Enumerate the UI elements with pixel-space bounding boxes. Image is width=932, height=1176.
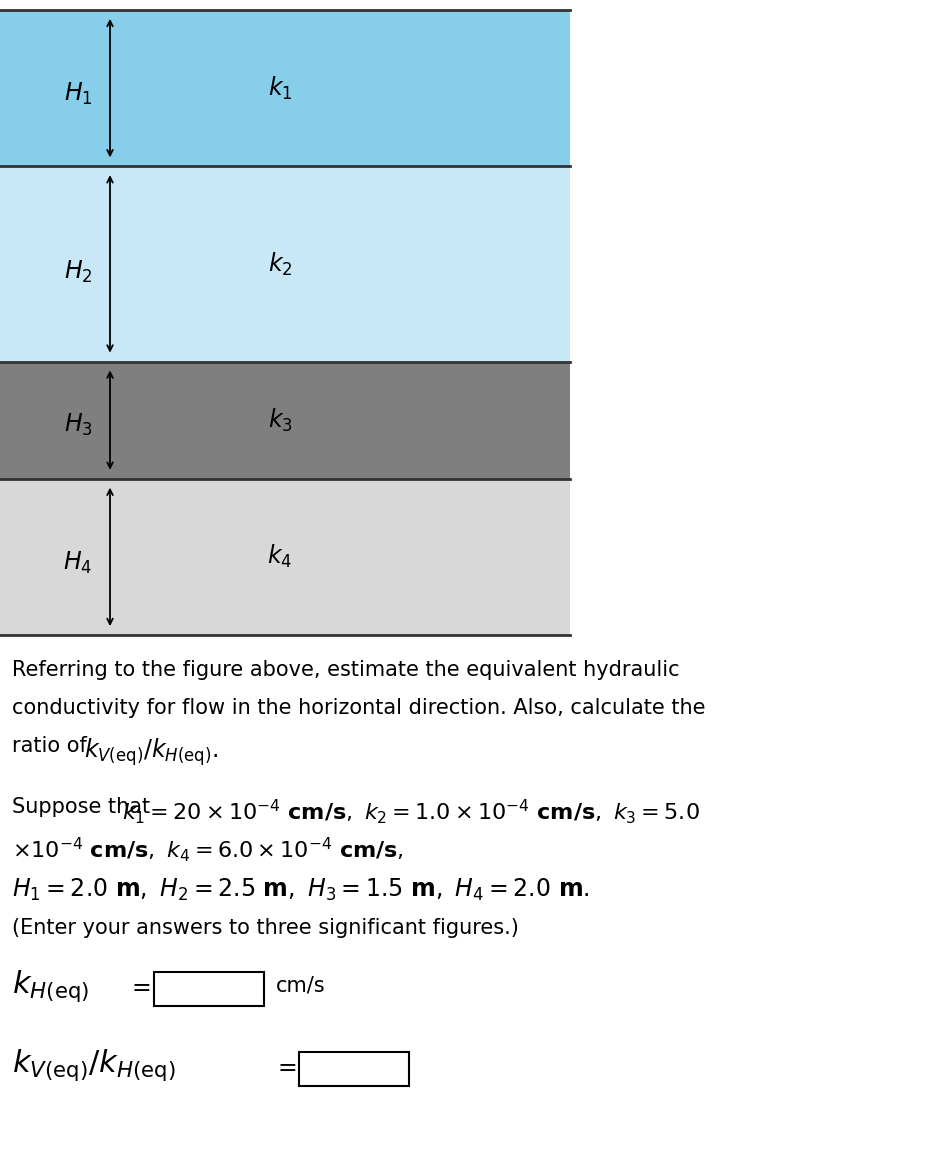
- Text: Suppose that: Suppose that: [12, 797, 157, 817]
- Bar: [299, 1051, 409, 1085]
- Text: =: =: [277, 1056, 296, 1080]
- Text: $\times10^{-4}\ \mathbf{cm/s}$$,\ $$k_4 = 6.0\times10^{-4}\ \mathbf{cm/s}$$,$: $\times10^{-4}\ \mathbf{cm/s}$$,\ $$k_4 …: [12, 835, 404, 863]
- Bar: [0, 11, 570, 166]
- Text: (Enter your answers to three significant figures.): (Enter your answers to three significant…: [12, 918, 519, 938]
- Text: $k_{V(\mathrm{eq})}$$/$$k_{H(\mathrm{eq})}$: $k_{V(\mathrm{eq})}$$/$$k_{H(\mathrm{eq}…: [12, 1048, 176, 1083]
- Text: $k_4$: $k_4$: [267, 543, 293, 570]
- Text: =: =: [132, 976, 152, 1000]
- Text: cm/s: cm/s: [276, 976, 325, 996]
- Text: conductivity for flow in the horizontal direction. Also, calculate the: conductivity for flow in the horizontal …: [12, 699, 706, 719]
- Text: $H_4$: $H_4$: [63, 550, 92, 576]
- Text: $k_{H(\mathrm{eq})}$: $k_{H(\mathrm{eq})}$: [12, 968, 89, 1003]
- Text: $k_2$: $k_2$: [267, 250, 293, 278]
- Bar: [0, 361, 570, 479]
- Bar: [154, 971, 264, 1005]
- Text: ratio of: ratio of: [12, 736, 93, 756]
- Text: $k_{V(\mathrm{eq})}$$/$$k_{H(\mathrm{eq})}$$\boldsymbol{.}$: $k_{V(\mathrm{eq})}$$/$$k_{H(\mathrm{eq}…: [84, 736, 218, 768]
- Text: $k_1$: $k_1$: [267, 74, 293, 102]
- Text: $H_2$: $H_2$: [63, 259, 92, 285]
- Bar: [0, 479, 570, 635]
- Text: $H_1 = 2.0\ \mathbf{m}$$,\ $$H_2 = 2.5\ \mathbf{m}$$,\ $$H_3 = 1.5\ \mathbf{m}$$: $H_1 = 2.0\ \mathbf{m}$$,\ $$H_2 = 2.5\ …: [12, 876, 590, 903]
- Bar: [0, 166, 570, 361]
- Text: $H_3$: $H_3$: [63, 412, 92, 437]
- Text: $H_1$: $H_1$: [63, 81, 92, 107]
- Text: $k_1 = 20\times10^{-4}\ \mathbf{cm/s}$$,\ $$k_2 = 1.0\times10^{-4}\ \mathbf{cm/s: $k_1 = 20\times10^{-4}\ \mathbf{cm/s}$$,…: [122, 797, 700, 826]
- Text: $k_3$: $k_3$: [267, 407, 293, 434]
- Text: Referring to the figure above, estimate the equivalent hydraulic: Referring to the figure above, estimate …: [12, 660, 679, 680]
